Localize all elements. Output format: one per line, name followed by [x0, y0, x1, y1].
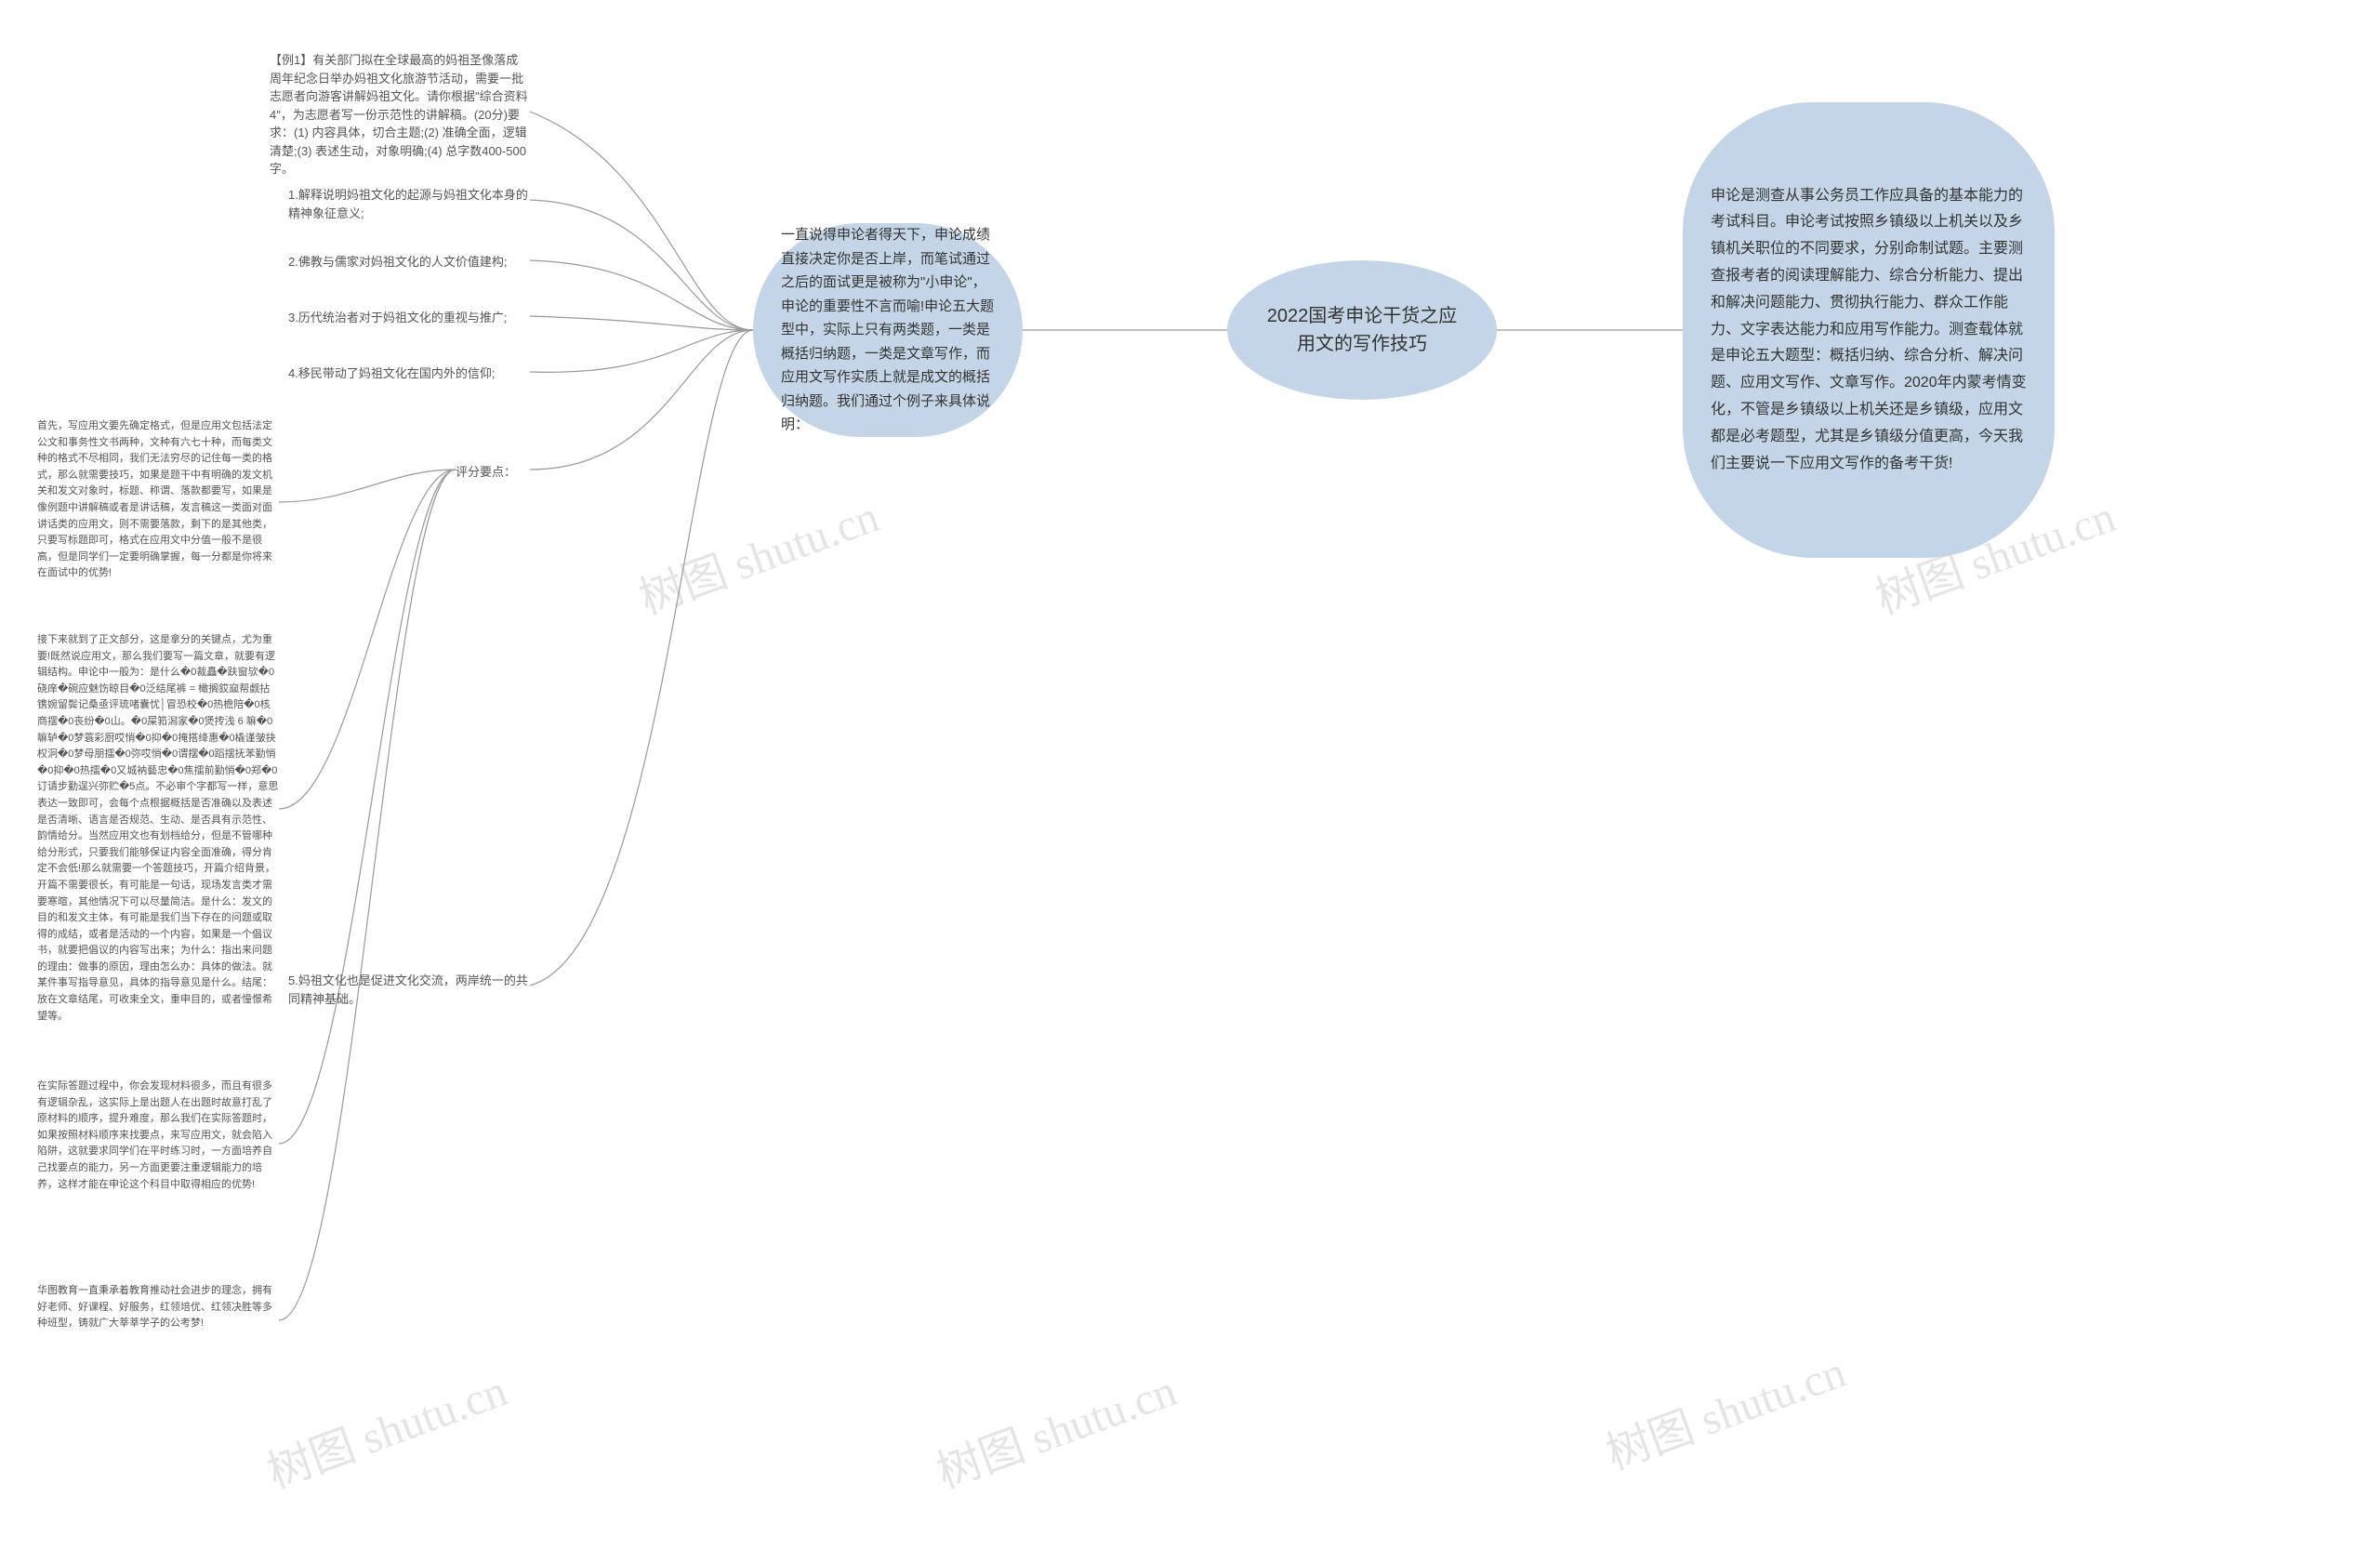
example-label: 【例1】有关部门拟在全球最高的妈祖圣像落成周年纪念日举办妈祖文化旅游节活动，需要…: [270, 51, 530, 179]
leaf-3: 在实际答题过程中，你会发现材料很多，而且有很多有逻辑杂乱，这实际上是出题人在出题…: [37, 1079, 279, 1193]
center-title: 2022国考申论干货之应用文的写作技巧: [1264, 302, 1460, 358]
watermark: 树图 shutu.cn: [628, 480, 886, 627]
leaf-2: 接下来就到了正文部分，这是拿分的关键点，尤为重要!既然说应用文，那么我们要写一篇…: [37, 632, 279, 1025]
sub-item-4: 4.移民带动了妈祖文化在国内外的信仰;: [288, 364, 530, 383]
sub-item-1: 1.解释说明妈祖文化的起源与妈祖文化本身的精神象征意义;: [288, 186, 530, 222]
sub-item-3: 3.历代统治者对于妈祖文化的重视与推广;: [288, 309, 530, 327]
left-intro-node: 一直说得申论者得天下，申论成绩直接决定你是否上岸，而笔试通过之后的面试更是被称为…: [753, 223, 1023, 437]
left-intro-body: 一直说得申论者得天下，申论成绩直接决定你是否上岸，而笔试通过之后的面试更是被称为…: [781, 223, 995, 437]
watermark: 树图 shutu.cn: [926, 1354, 1183, 1501]
leaf-1: 首先，写应用文要先确定格式，但是应用文包括法定公文和事务性文书两种，文种有六七十…: [37, 418, 279, 582]
right-node: 申论是测查从事公务员工作应具备的基本能力的考试科目。申论考试按照乡镇级以上机关以…: [1683, 102, 2055, 558]
watermark: 树图 shutu.cn: [257, 1354, 514, 1501]
sub-item-2: 2.佛教与儒家对妈祖文化的人文价值建构;: [288, 253, 530, 271]
watermark: 树图 shutu.cn: [1595, 1335, 1853, 1482]
right-body: 申论是测查从事公务员工作应具备的基本能力的考试科目。申论考试按照乡镇级以上机关以…: [1711, 183, 2027, 478]
center-node: 2022国考申论干货之应用文的写作技巧: [1227, 260, 1497, 400]
sub-item-scoring: 评分要点：: [456, 463, 539, 482]
sub-item-5: 5.妈祖文化也是促进文化交流，两岸统一的共同精神基础。: [288, 972, 530, 1008]
leaf-4: 华图教育一直秉承着教育推动社会进步的理念，拥有好老师、好课程、好服务，红领培优、…: [37, 1283, 279, 1332]
